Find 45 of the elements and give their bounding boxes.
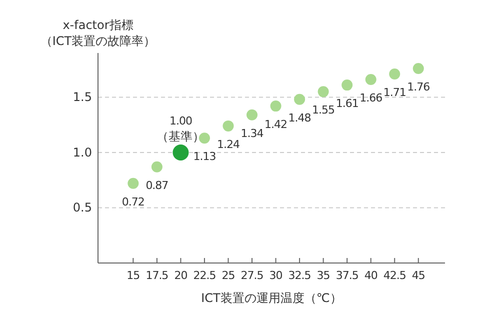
y-tick-label: 1.5 <box>72 90 92 104</box>
data-label: 1.61 <box>336 97 358 110</box>
x-tick-label: 32.5 <box>288 268 312 282</box>
point <box>198 132 210 144</box>
annotation: （基準） <box>156 129 205 144</box>
data-label: 1.00 <box>169 114 192 128</box>
data-label: 1.76 <box>407 80 430 94</box>
point <box>412 62 424 74</box>
x-tick-label: 20 <box>174 268 188 282</box>
data-label: 1.42 <box>264 118 288 132</box>
y-tick-label: 1.0 <box>72 145 92 160</box>
y-axis-title: x-factor指標（ICT装置の故障率） <box>40 18 156 48</box>
x-tick-label: 17.5 <box>146 268 169 282</box>
point <box>270 100 282 112</box>
data-label: 1.71 <box>383 86 406 99</box>
x-tick-label: 25 <box>222 268 236 282</box>
x-tick-label: 15 <box>126 268 140 282</box>
data-label: 1.13 <box>193 150 216 164</box>
data-label: 1.55 <box>312 104 336 117</box>
x-axis-title: ICT装置の運用温度（℃） <box>201 291 342 305</box>
x-tick-label: 35 <box>316 268 330 282</box>
data-label: 0.72 <box>122 195 144 208</box>
point <box>222 120 234 132</box>
point <box>318 86 329 98</box>
x-tick-label: 30 <box>269 268 283 282</box>
x-tick-label: 22.5 <box>193 268 216 282</box>
point <box>128 178 139 189</box>
data-label: 1.34 <box>240 126 264 140</box>
point <box>389 68 400 80</box>
x-tick-label: 27.5 <box>240 268 264 282</box>
y-tick-label: 0.5 <box>72 200 92 215</box>
point <box>294 94 306 105</box>
point <box>342 80 353 91</box>
point <box>151 161 162 172</box>
x-tick-label: 40 <box>364 268 378 282</box>
data-label: 1.24 <box>216 138 240 151</box>
data-label: 0.87 <box>146 178 169 192</box>
point <box>246 109 258 120</box>
data-label: 1.66 <box>360 92 383 105</box>
data-label: 1.48 <box>288 111 312 124</box>
point <box>365 74 376 86</box>
x-tick-label: 37.5 <box>336 268 359 282</box>
x-tick-label: 45 <box>412 268 426 282</box>
x-tick-label: 42.5 <box>383 268 406 282</box>
point <box>172 144 189 160</box>
